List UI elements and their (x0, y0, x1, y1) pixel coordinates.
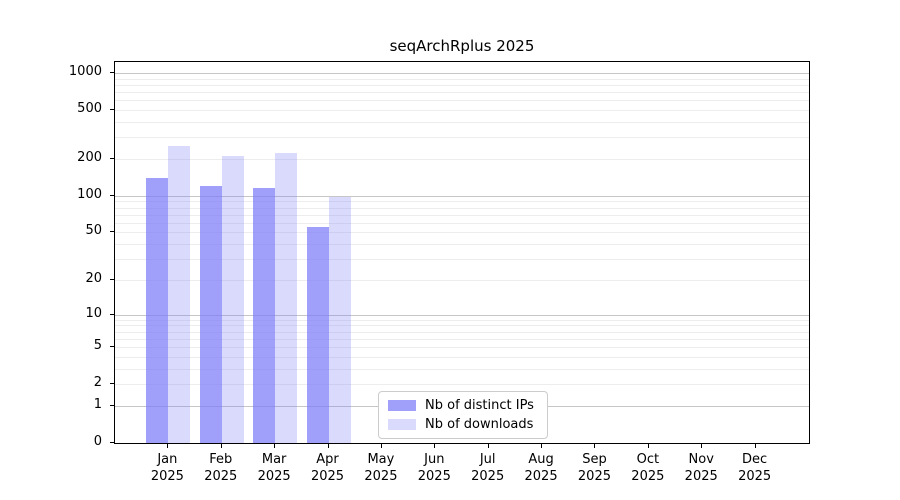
x-tick-label: Sep 2025 (577, 452, 611, 484)
x-tick-mark (434, 444, 436, 448)
y-tick-mark (110, 157, 114, 159)
x-tick-label: Jan 2025 (150, 452, 184, 484)
x-tick-label: Jun 2025 (417, 452, 451, 484)
y-tick-label: 1 (93, 396, 102, 412)
gridline-minor (115, 110, 809, 112)
y-tick-label: 0 (93, 434, 102, 449)
gridline-major (115, 195, 809, 197)
gridline-minor (115, 92, 809, 94)
x-tick-mark (754, 444, 756, 448)
gridline-minor (115, 368, 809, 370)
gridline-minor (115, 214, 809, 216)
y-tick-label: 100 (77, 186, 102, 202)
y-tick-mark (110, 109, 114, 111)
y-tick-mark (110, 383, 114, 385)
y-tick-mark (110, 442, 114, 443)
gridline-minor (115, 325, 809, 327)
x-tick-mark (167, 444, 169, 448)
y-tick-label: 1000 (68, 64, 102, 79)
legend-swatch-distinct-ips (388, 400, 416, 411)
x-tick-label: Feb 2025 (204, 452, 238, 484)
bar-downloads (328, 197, 351, 443)
x-tick-label: Apr 2025 (310, 452, 345, 484)
y-tick-mark (110, 72, 114, 73)
x-tick-mark (327, 444, 329, 448)
gridline-minor (115, 259, 809, 261)
bar-downloads (168, 146, 191, 443)
x-tick-mark (274, 444, 276, 448)
y-tick-label: 20 (85, 270, 102, 286)
gridline-minor (115, 356, 809, 358)
gridline-minor (115, 201, 809, 203)
x-tick-label: Aug 2025 (524, 452, 558, 484)
gridline-minor (115, 384, 809, 386)
x-tick-mark (701, 444, 703, 448)
gridline-minor (115, 331, 809, 333)
x-tick-label: Oct 2025 (631, 452, 665, 484)
y-tick-label: 2 (93, 375, 102, 391)
gridline-minor (115, 100, 809, 102)
chart-title: seqArchRplus 2025 (389, 37, 535, 55)
gridline-minor (115, 244, 809, 246)
gridline-minor (115, 319, 809, 321)
legend-item-distinct-ips: Nb of distinct IPs (388, 398, 538, 413)
x-axis: Jan 2025 Feb 2025 Mar 2025 Apr 2025 May 2025 Jun 20… (114, 444, 810, 500)
x-tick-label: Nov 2025 (684, 452, 718, 484)
gridline-minor (115, 121, 809, 123)
y-tick-mark (110, 278, 114, 280)
y-tick-label: 500 (77, 101, 102, 117)
y-tick-mark (110, 194, 114, 196)
x-tick-mark (594, 444, 596, 448)
x-tick-label: Dec 2025 (738, 452, 772, 484)
bar-distinct-ips (306, 227, 329, 443)
y-tick-label: 200 (77, 149, 102, 165)
bar-distinct-ips (146, 177, 169, 443)
gridline-major (115, 314, 809, 316)
gridline-minor (115, 347, 809, 349)
x-tick-mark (541, 444, 543, 448)
x-tick-label: Mar 2025 (257, 452, 291, 484)
x-tick-label: May 2025 (364, 452, 398, 484)
legend-label-distinct-ips: Nb of distinct IPs (425, 398, 534, 413)
legend-item-downloads: Nb of downloads (388, 417, 538, 432)
x-tick-mark (647, 444, 649, 448)
y-tick-mark (110, 346, 114, 348)
gridline-minor (115, 207, 809, 209)
y-tick-mark (110, 313, 114, 315)
x-tick-mark (380, 444, 382, 448)
y-tick-label: 5 (93, 338, 102, 354)
y-tick-label: 50 (85, 223, 102, 239)
bar-distinct-ips (199, 186, 222, 443)
y-tick-label: 10 (85, 305, 102, 321)
gridline-minor (115, 338, 809, 340)
legend: Nb of distinct IPs Nb of downloads (378, 391, 548, 439)
legend-swatch-downloads (388, 419, 416, 430)
y-tick-mark (110, 404, 114, 406)
gridline-minor (115, 279, 809, 281)
legend-label-downloads: Nb of downloads (425, 417, 534, 432)
gridline-minor (115, 78, 809, 80)
x-tick-label: Jul 2025 (471, 452, 505, 484)
gridline-minor (115, 137, 809, 139)
y-tick-mark (110, 231, 114, 233)
x-tick-mark (220, 444, 222, 448)
gridline-major (115, 73, 809, 74)
y-axis: 0 1 2 5 10 20 50 100 200 500 1000 (0, 61, 114, 449)
plot-area: Nb of distinct IPs Nb of downloads (114, 61, 810, 444)
gridline-minor (115, 232, 809, 234)
gridline-minor (115, 84, 809, 86)
bar-downloads (221, 156, 244, 443)
gridline-minor (115, 222, 809, 224)
bar-downloads (275, 152, 298, 443)
bar-distinct-ips (253, 188, 276, 443)
x-tick-mark (487, 444, 489, 448)
gridline-minor (115, 158, 809, 160)
